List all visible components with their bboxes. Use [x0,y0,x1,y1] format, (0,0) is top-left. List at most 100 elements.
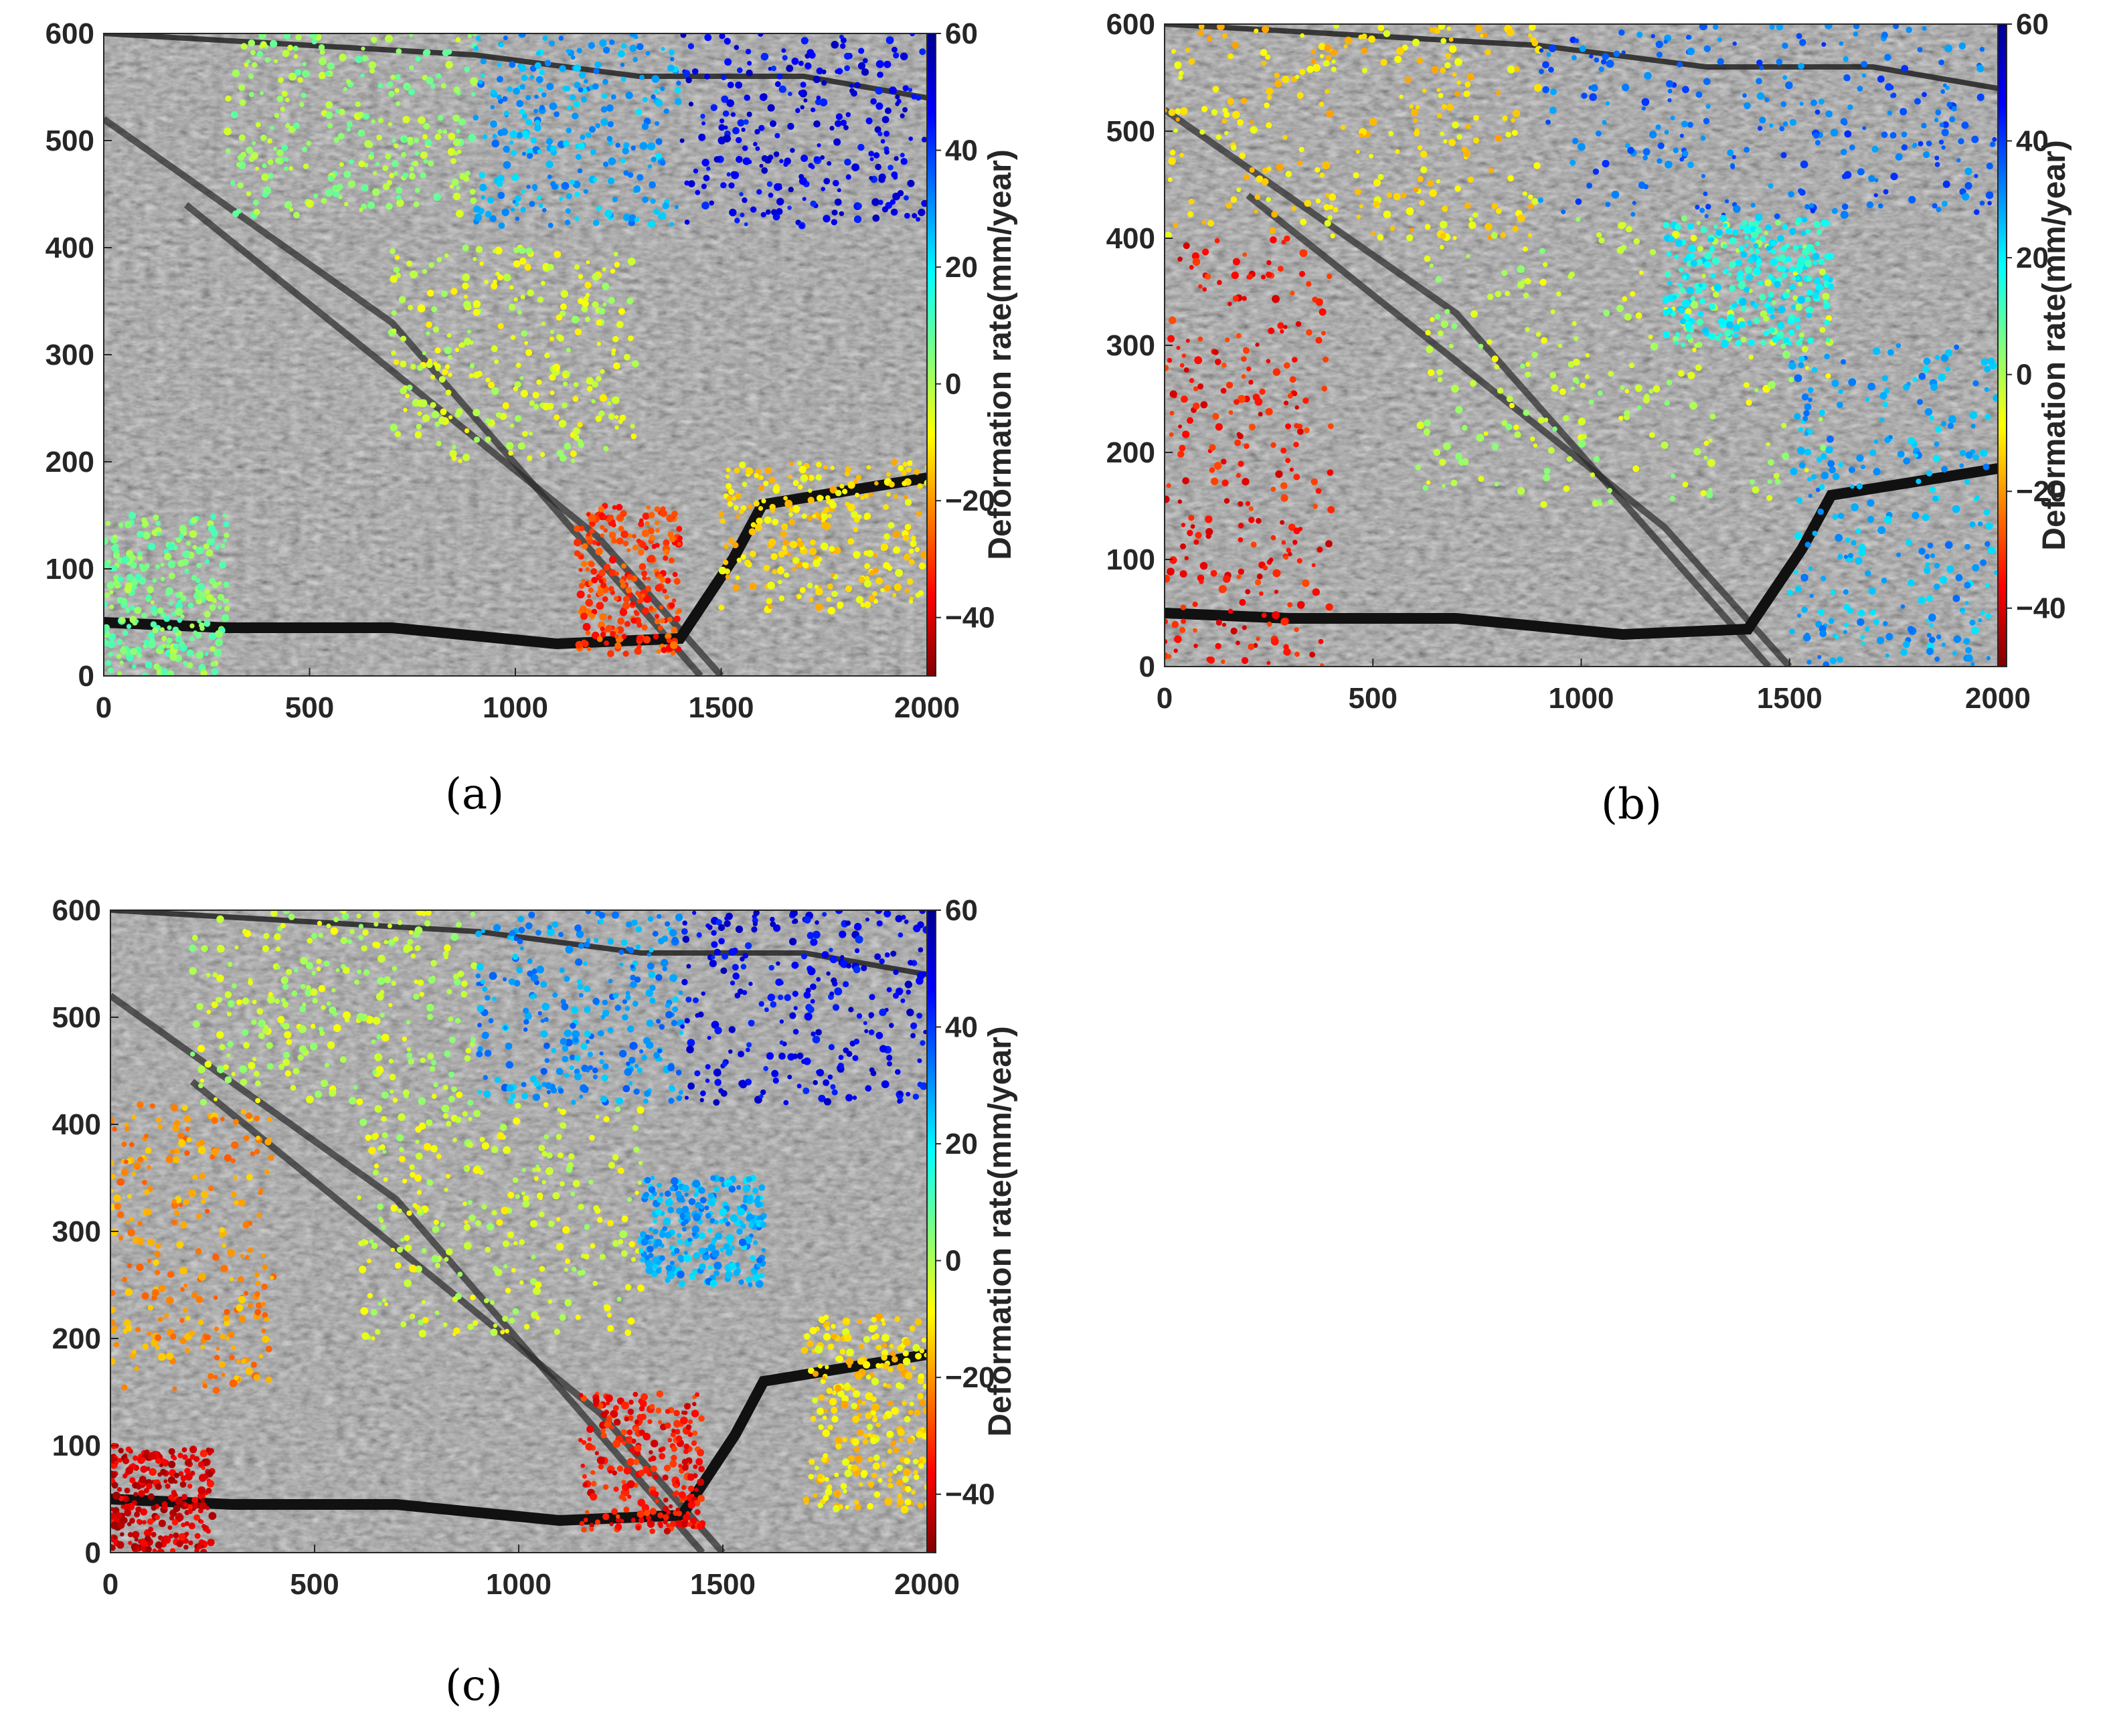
scatter-point [339,54,347,62]
scatter-point [625,586,632,594]
scatter-point [1830,590,1836,595]
scatter-point [450,158,456,165]
scatter-point [1921,122,1927,128]
scatter-point [1406,207,1414,215]
scatter-point [256,123,261,128]
scatter-point [713,1270,720,1277]
scatter-point [574,215,580,222]
scatter-point [1903,457,1910,465]
scatter-point [1289,376,1296,383]
scatter-point [639,541,647,549]
scatter-point [1572,55,1577,61]
scatter-point [816,67,823,75]
scatter-point [510,1093,516,1099]
scatter-point [260,1302,266,1307]
scatter-point [338,195,343,199]
scatter-point [236,1304,244,1312]
scatter-point [254,1148,260,1154]
scatter-point [385,153,392,160]
scatter-point [503,161,511,169]
scatter-point [1753,317,1760,324]
scatter-point [480,73,485,78]
scatter-point [1674,340,1679,345]
scatter-point [1962,193,1970,201]
scatter-point [231,1141,239,1149]
scatter-point [749,582,757,590]
scatter-point [769,120,777,127]
scatter-point [1179,107,1188,116]
scatter-point [600,632,606,638]
scatter-point [508,978,515,985]
scatter-point [889,86,897,95]
scatter-point [1952,505,1960,513]
scatter-point [1936,634,1942,640]
scatter-point [1663,309,1670,317]
scatter-point [924,480,927,486]
scatter-point [647,1245,654,1253]
scatter-point [166,637,173,644]
scatter-point [104,600,108,607]
scatter-point [615,143,620,148]
scatter-point [788,187,794,193]
scatter-point [740,964,747,970]
scatter-point [840,955,845,960]
scatter-point [792,1029,799,1035]
scatter-point [805,62,812,70]
scatter-point [1801,394,1809,401]
scatter-point [158,1353,166,1361]
scatter-point [726,1249,733,1256]
scatter-point [495,1268,503,1276]
scatter-point [804,1013,813,1021]
scatter-point [1698,283,1703,288]
scatter-point [1940,354,1949,362]
scatter-point [171,1201,179,1209]
scatter-point [1282,135,1288,140]
scatter-point [1677,370,1685,377]
scatter-point [1682,86,1689,94]
scatter-point [731,171,736,176]
y-tick-label: 600 [1106,8,1155,41]
scatter-point [1255,517,1262,524]
scatter-point [1934,583,1940,590]
scatter-point [655,99,663,107]
scatter-point [875,163,881,171]
scatter-point [778,580,782,585]
scatter-point [390,940,394,944]
scatter-point [114,1203,122,1210]
scatter-point [1285,171,1292,177]
scatter-point [910,33,916,37]
scatter-point [521,330,527,337]
scatter-point [671,1177,679,1185]
scatter-point [829,126,835,131]
scatter-point [1764,231,1768,236]
scatter-point [1681,299,1690,308]
scatter-point [796,1083,802,1089]
scatter-point [820,155,825,160]
scatter-point [515,362,521,368]
scatter-point [242,997,250,1005]
scatter-point [104,629,107,634]
scatter-point [1914,453,1918,458]
scatter-point [268,992,273,997]
scatter-point [1985,191,1994,199]
scatter-point [797,541,805,547]
scatter-point [1687,161,1694,169]
scatter-point [687,1039,695,1047]
scatter-point [1887,110,1893,116]
scatter-point [687,43,694,50]
scatter-point [633,1146,640,1153]
scatter-point [181,1105,188,1111]
scatter-point [293,54,299,59]
scatter-point [1368,35,1375,43]
scatter-point [414,187,420,193]
scatter-point [392,966,398,971]
scatter-point [792,505,800,513]
scatter-point [1473,137,1480,144]
scatter-point [1972,454,1979,461]
scatter-point [789,938,797,946]
scatter-point [187,662,193,669]
scatter-point [1166,483,1171,488]
scatter-point [634,647,642,655]
scatter-point [561,181,570,190]
scatter-point [250,50,256,56]
